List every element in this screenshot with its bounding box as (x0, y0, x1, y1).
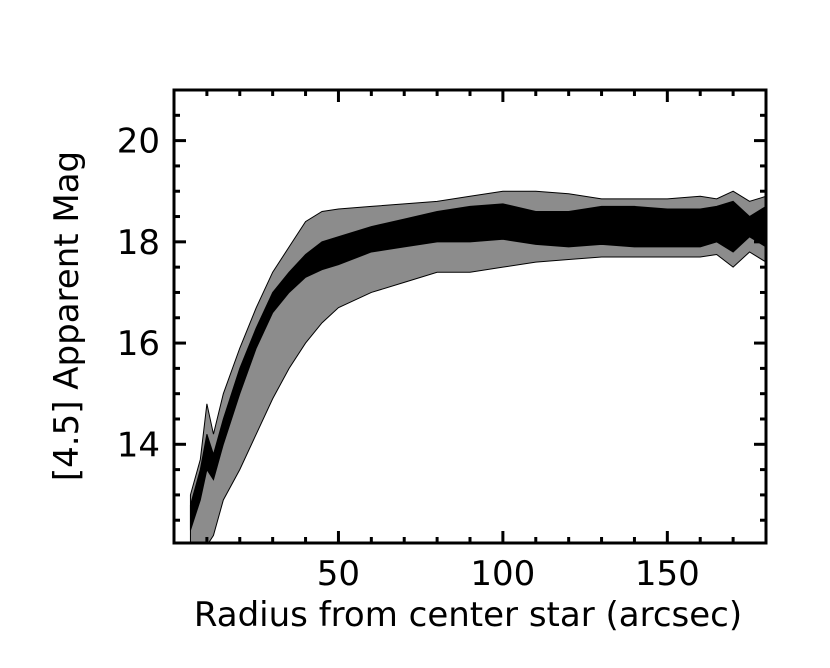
y-axis-label: [4.5] Apparent Mag (47, 151, 87, 481)
band (189, 190, 766, 543)
x-axis-label: Radius from center star (arcsec) (194, 595, 742, 635)
band (189, 200, 766, 531)
y-tick-label: 20 (117, 122, 160, 162)
plot-area (189, 190, 766, 543)
x-tick-label: 100 (470, 554, 535, 594)
x-tick-label: 150 (635, 554, 700, 594)
y-tick-label: 16 (117, 324, 160, 364)
x-tick-label: 50 (317, 554, 360, 594)
y-tick-label: 14 (117, 425, 160, 465)
y-tick-label: 18 (117, 223, 160, 263)
